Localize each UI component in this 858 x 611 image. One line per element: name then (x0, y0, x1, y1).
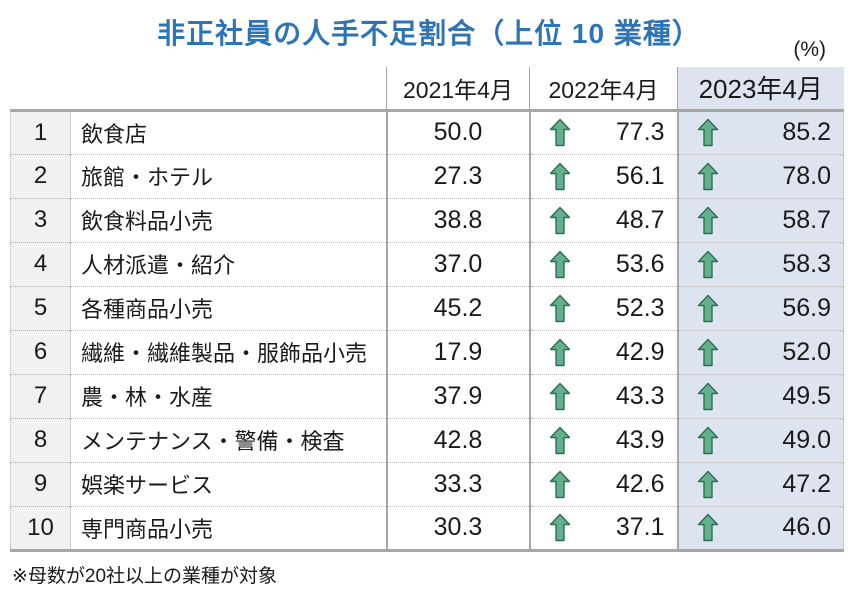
value-2022-cell: 42.9 (528, 329, 678, 374)
rank-cell: 3 (10, 197, 71, 242)
up-arrow-icon (697, 294, 719, 323)
up-arrow-icon (697, 206, 719, 235)
value-2022-cell: 43.3 (528, 373, 678, 418)
header-row: 2021年4月 2022年4月 2023年4月 (10, 67, 844, 112)
industry-cell: 繊維・繊維製品・服飾品小売 (70, 329, 387, 374)
table-row: 1 飲食店 50.0 77.3 85.2 (10, 110, 844, 154)
value-2022-cell: 52.3 (528, 285, 678, 330)
value-2021-cell: 33.3 (385, 461, 530, 506)
up-arrow-icon (549, 470, 571, 499)
up-arrow-icon (697, 382, 719, 411)
footnote: ※母数が20社以上の業種が対象 (12, 565, 278, 587)
up-arrow-icon (549, 162, 571, 191)
table-row: 6 繊維・繊維製品・服飾品小売 17.9 42.9 52.0 (10, 329, 844, 374)
up-arrow-icon (549, 382, 571, 411)
value-2021-cell: 45.2 (385, 285, 530, 330)
industry-cell: 専門商品小売 (70, 505, 387, 552)
up-arrow-icon (697, 470, 719, 499)
industry-cell: 飲食店 (81, 121, 148, 147)
value-2023-cell: 49.0 (676, 417, 844, 462)
value-2023-cell: 47.2 (676, 461, 844, 506)
value-2022-cell: 42.6 (528, 461, 678, 506)
rank-cell: 1 (10, 110, 71, 154)
rank-cell: 8 (10, 417, 71, 462)
value-2022-cell: 48.7 (528, 197, 678, 242)
value-2022-cell: 53.6 (528, 241, 678, 286)
rank-cell: 5 (10, 285, 71, 330)
value-2023-cell: 85.2 (676, 110, 844, 154)
table-row: 9 娯楽サービス 33.3 42.6 47.2 (10, 461, 844, 506)
table-row: 8 メンテナンス・警備・検査 42.8 43.9 49.0 (10, 417, 844, 462)
up-arrow-icon (549, 294, 571, 323)
value-2021-cell: 17.9 (385, 329, 530, 374)
value-2021-cell: 50.0 (385, 110, 530, 154)
up-arrow-icon (549, 250, 571, 279)
value-2022-cell: 77.3 (528, 110, 678, 154)
rank-cell: 6 (10, 329, 71, 374)
value-2023-cell: 52.0 (676, 329, 844, 374)
industry-cell: メンテナンス・警備・検査 (70, 417, 387, 462)
shortage-table: 2021年4月 2022年4月 2023年4月 1 飲食店 50.0 77.3 (10, 67, 844, 552)
industry-cell: 人材派遣・紹介 (70, 241, 387, 286)
industry-cell: 旅館・ホテル (70, 153, 387, 198)
value-2023-cell: 49.5 (676, 373, 844, 418)
value-2021-cell: 42.8 (385, 417, 530, 462)
rank-cell: 4 (10, 241, 71, 286)
industry-cell: 飲食料品小売 (70, 197, 387, 242)
value-2021-cell: 38.8 (385, 197, 530, 242)
value-2021-cell: 27.3 (385, 153, 530, 198)
table-row: 10 専門商品小売 30.3 37.1 46.0 (10, 505, 844, 552)
value-2021-cell: 30.3 (385, 505, 530, 552)
value-2021-cell: 37.0 (385, 241, 530, 286)
value-2023-cell: 58.3 (676, 241, 844, 286)
industry-cell: 娯楽サービス (70, 461, 387, 506)
up-arrow-icon (549, 426, 571, 455)
rank-cell: 10 (10, 505, 71, 552)
up-arrow-icon (697, 338, 719, 367)
up-arrow-icon (697, 513, 719, 542)
value-2022-cell: 37.1 (528, 505, 678, 552)
up-arrow-icon (549, 206, 571, 235)
header-rank-spacer (10, 67, 71, 112)
rank-cell: 9 (10, 461, 71, 506)
column-header-2023: 2023年4月 (677, 67, 844, 112)
value-2022-cell: 56.1 (528, 153, 678, 198)
industry-cell: 各種商品小売 (70, 285, 387, 330)
industry-cell: 農・林・水産 (70, 373, 387, 418)
column-header-2021: 2021年4月 (386, 67, 530, 112)
up-arrow-icon (697, 162, 719, 191)
value-2023-cell: 78.0 (676, 153, 844, 198)
unit-label: (%) (793, 38, 826, 61)
column-header-2022: 2022年4月 (529, 67, 678, 112)
value-2023-cell: 58.7 (676, 197, 844, 242)
value-2023-cell: 56.9 (676, 285, 844, 330)
table-row: 3 飲食料品小売 38.8 48.7 58.7 (10, 197, 844, 242)
up-arrow-icon (549, 338, 571, 367)
table-row: 2 旅館・ホテル 27.3 56.1 78.0 (10, 153, 844, 198)
header-industry-spacer (70, 67, 387, 112)
up-arrow-icon (697, 118, 719, 147)
up-arrow-icon (549, 513, 571, 542)
rank-cell: 2 (10, 153, 71, 198)
value-2022-cell: 43.9 (528, 417, 678, 462)
rank-cell: 7 (10, 373, 71, 418)
table-row: 5 各種商品小売 45.2 52.3 56.9 (10, 285, 844, 330)
up-arrow-icon (549, 118, 571, 147)
value-2021-cell: 37.9 (385, 373, 530, 418)
value-2023-cell: 46.0 (676, 505, 844, 552)
page-title: 非正社員の人手不足割合（上位 10 業種） (157, 18, 701, 49)
table-row: 7 農・林・水産 37.9 43.3 49.5 (10, 373, 844, 418)
up-arrow-icon (697, 250, 719, 279)
up-arrow-icon (697, 426, 719, 455)
table-row: 4 人材派遣・紹介 37.0 53.6 58.3 (10, 241, 844, 286)
